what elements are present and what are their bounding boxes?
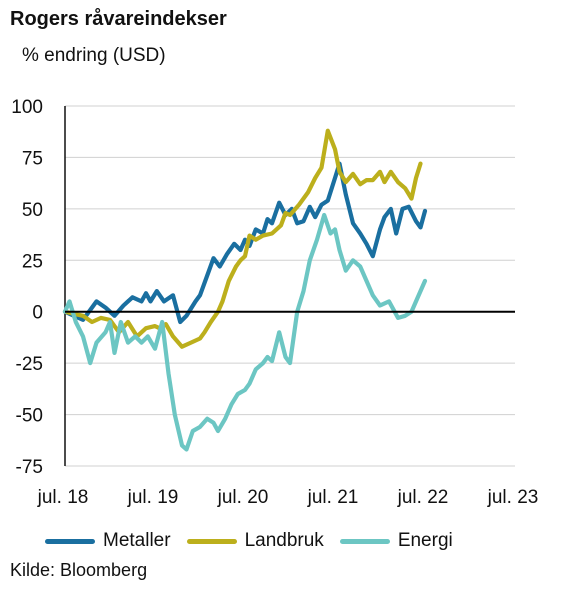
series-line-landbruk [62, 128, 423, 349]
x-tick-label: jul. 22 [397, 487, 449, 508]
series-line-energi [62, 212, 428, 452]
legend-swatch-metaller [45, 538, 95, 544]
source-note: Kilde: Bloomberg [10, 560, 148, 580]
legend-swatch-landbruk [186, 538, 237, 544]
chart-title: Rogers råvareindekser [10, 8, 227, 30]
y-tick-label: 75 [22, 148, 43, 169]
x-tick-label: jul. 23 [487, 487, 539, 508]
y-tick-label: -50 [16, 406, 43, 427]
legend-item-energi: Energi [339, 530, 453, 552]
legend: Metaller Landbruk Energi [45, 530, 453, 552]
legend-item-metaller: Metaller [45, 530, 171, 552]
y-tick-label: 25 [22, 251, 43, 272]
legend-label-energi: Energi [397, 530, 453, 551]
x-tick-label: jul. 19 [127, 487, 179, 508]
x-tick-label: jul. 18 [37, 487, 89, 508]
y-tick-label: 0 [32, 303, 43, 324]
y-tick-label: 50 [22, 200, 43, 221]
legend-label-metaller: Metaller [103, 530, 171, 551]
series-line-metaller [62, 161, 428, 325]
line-chart: 100 75 50 25 0 -25 -50 -75 jul. 18 jul. 19 jul. 20… [11, 97, 539, 508]
y-tick-label: 100 [11, 97, 43, 118]
legend-swatch-energi [339, 538, 390, 544]
x-tick-label: jul. 21 [307, 487, 359, 508]
y-axis-unit-label: % endring (USD) [22, 45, 166, 66]
y-tick-label: -25 [16, 354, 43, 375]
legend-item-landbruk: Landbruk [186, 530, 324, 552]
y-tick-label: -75 [16, 457, 43, 478]
legend-label-landbruk: Landbruk [244, 530, 324, 551]
x-tick-label: jul. 20 [217, 487, 269, 508]
